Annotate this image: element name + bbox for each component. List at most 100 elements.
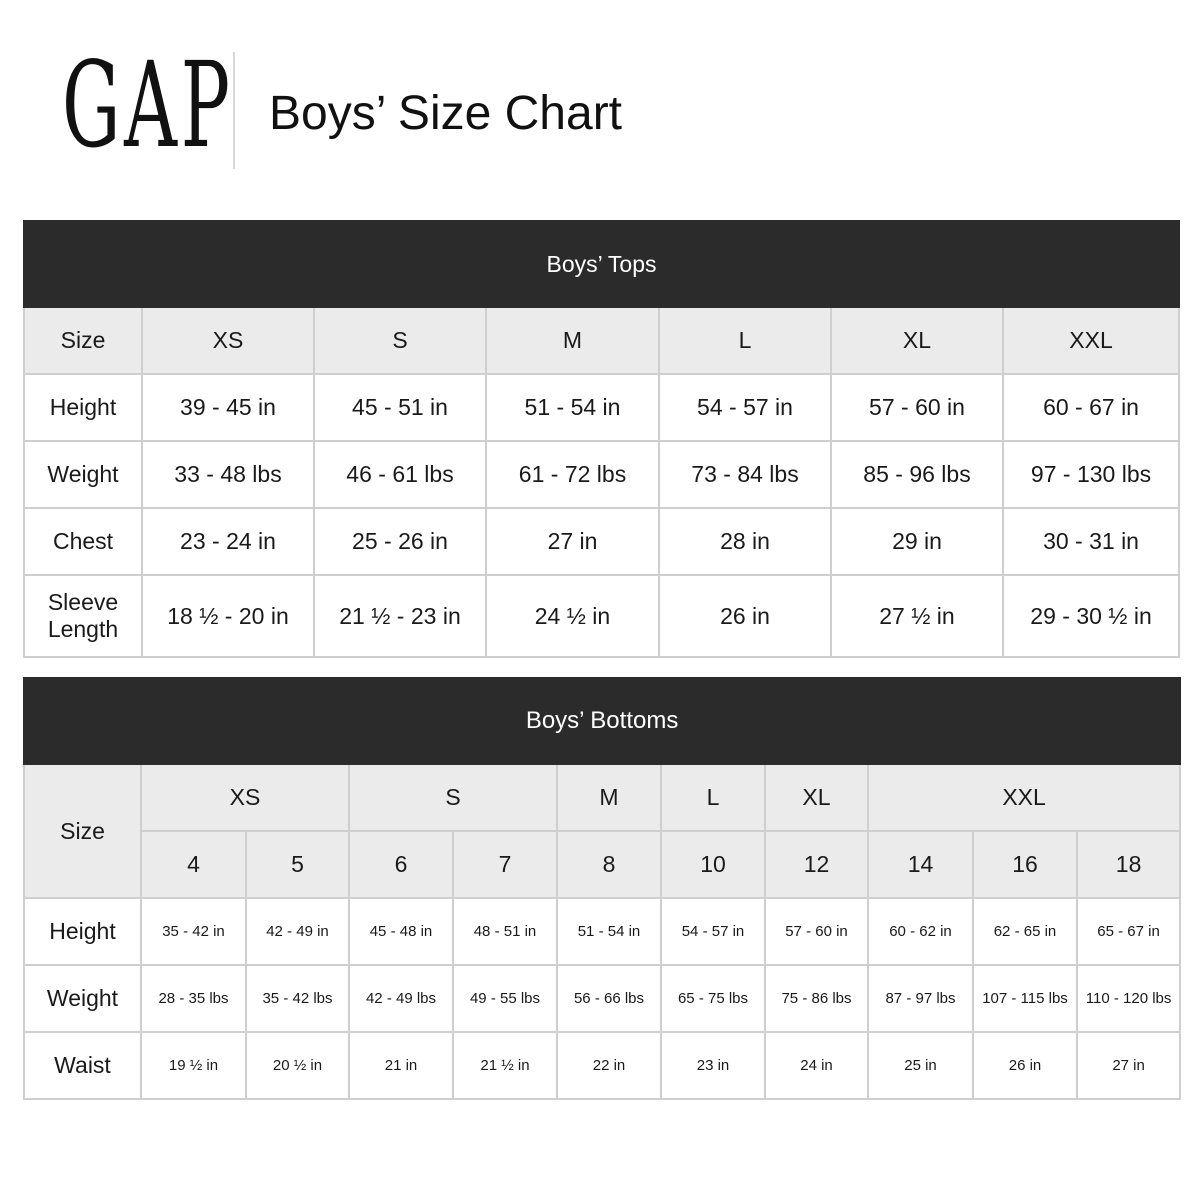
table-row: Weight 28 - 35 lbs 35 - 42 lbs 42 - 49 lbs 4… (23, 964, 1182, 1033)
row-label: Height (23, 373, 143, 442)
size-header: Size (23, 306, 143, 375)
table-cell: 24 ½ in (485, 574, 660, 658)
table-cell: 48 - 51 in (452, 897, 558, 966)
table-cell: 65 - 75 lbs (660, 964, 766, 1033)
table-cell: 19 ½ in (140, 1031, 247, 1100)
table-row: Height 35 - 42 in 42 - 49 in 45 - 48 in 48 -… (23, 897, 1182, 966)
table-cell: 87 - 97 lbs (867, 964, 974, 1033)
size-group-header: XL (764, 763, 869, 832)
table-cell: 26 in (658, 574, 832, 658)
table-title-row: Boys’ Tops (22, 220, 1181, 308)
table-row: Sleeve Length 18 ½ - 20 in 21 ½ - 23 in 24 … (23, 574, 1181, 658)
size-group-header: S (348, 763, 558, 832)
size-header: Size (23, 763, 142, 899)
table-cell: 54 - 57 in (658, 373, 832, 442)
size-group-header: XXL (866, 763, 1182, 832)
table-title: Boys’ Tops (22, 220, 1181, 308)
table-cell: 21 in (348, 1031, 454, 1100)
table-cell: 45 - 51 in (313, 373, 487, 442)
row-label: Chest (23, 507, 143, 576)
numeric-size-header: 8 (556, 830, 662, 899)
table-cell: 110 - 120 lbs (1075, 964, 1182, 1033)
size-header-row: Size XS S M L XL XXL (23, 306, 1181, 375)
table-cell: 42 - 49 lbs (348, 964, 454, 1033)
numeric-size-header: 4 (140, 830, 247, 899)
size-group-row: Size XS S M L XL XXL (23, 763, 1182, 899)
table-cell: 23 - 24 in (141, 507, 315, 576)
table-cell: 65 - 67 in (1075, 897, 1182, 966)
numeric-size-row: 4 5 6 7 8 10 12 14 16 18 (24, 830, 1182, 899)
table-cell: 21 ½ - 23 in (313, 574, 487, 658)
table-cell: 42 - 49 in (245, 897, 350, 966)
table-cell: 85 - 96 lbs (830, 440, 1004, 509)
table-cell: 56 - 66 lbs (556, 964, 662, 1033)
table-cell: 23 in (660, 1031, 766, 1100)
size-header: M (485, 306, 660, 375)
header-divider (233, 52, 235, 169)
table-cell: 60 - 62 in (867, 897, 974, 966)
numeric-size-header: 18 (1075, 830, 1182, 899)
table-cell: 26 in (972, 1031, 1078, 1100)
table-cell: 28 - 35 lbs (140, 964, 247, 1033)
numeric-size-header: 12 (764, 830, 869, 899)
size-header: XXL (1001, 306, 1181, 375)
table-cell: 57 - 60 in (830, 373, 1004, 442)
numeric-size-header: 10 (660, 830, 766, 899)
row-label: Height (23, 897, 142, 966)
table-cell: 107 - 115 lbs (972, 964, 1078, 1033)
table-title: Boys’ Bottoms (22, 677, 1182, 765)
table-cell: 60 - 67 in (1001, 373, 1181, 442)
table-cell: 25 - 26 in (313, 507, 487, 576)
size-header: XL (830, 306, 1004, 375)
table-cell: 35 - 42 in (140, 897, 247, 966)
table-cell: 39 - 45 in (141, 373, 315, 442)
table-cell: 73 - 84 lbs (658, 440, 832, 509)
numeric-size-header: 5 (245, 830, 350, 899)
table-cell: 27 in (485, 507, 660, 576)
table-cell: 51 - 54 in (485, 373, 660, 442)
size-group-header: L (660, 763, 766, 832)
table-cell: 51 - 54 in (556, 897, 662, 966)
table-cell: 29 in (830, 507, 1004, 576)
table-cell: 54 - 57 in (660, 897, 766, 966)
table-cell: 25 in (867, 1031, 974, 1100)
table-cell: 30 - 31 in (1001, 507, 1181, 576)
numeric-size-header: 14 (867, 830, 974, 899)
table-cell: 57 - 60 in (764, 897, 869, 966)
page-title: Boys’ Size Chart (269, 87, 623, 140)
table-cell: 45 - 48 in (348, 897, 454, 966)
numeric-size-header: 16 (972, 830, 1078, 899)
row-label: Waist (23, 1031, 142, 1100)
table-row: Height 39 - 45 in 45 - 51 in 51 - 54 in 54 -… (23, 373, 1181, 442)
table-cell: 49 - 55 lbs (452, 964, 558, 1033)
table-cell: 24 in (764, 1031, 869, 1100)
table-row: Weight 33 - 48 lbs 46 - 61 lbs 61 - 72 lbs 7… (23, 440, 1181, 509)
table-title-row: Boys’ Bottoms (22, 677, 1182, 765)
boys-bottoms-table: Boys’ Bottoms Size XS S M L XL XXL 4 5 6 7 8 10 12 14 16… (22, 677, 1182, 1100)
size-header: L (658, 306, 832, 375)
table-cell: 46 - 61 lbs (313, 440, 487, 509)
table-cell: 29 - 30 ½ in (1001, 574, 1181, 658)
size-header: XS (141, 306, 315, 375)
table-cell: 62 - 65 in (972, 897, 1078, 966)
table-cell: 27 in (1075, 1031, 1182, 1100)
size-group-header: XS (140, 763, 350, 832)
table-row: Chest 23 - 24 in 25 - 26 in 27 in 28 in 29 in… (23, 507, 1181, 576)
numeric-size-header: 7 (452, 830, 558, 899)
row-label: Sleeve Length (23, 574, 143, 658)
table-cell: 28 in (658, 507, 832, 576)
table-cell: 61 - 72 lbs (485, 440, 660, 509)
numeric-size-header: 6 (348, 830, 454, 899)
table-row: Waist 19 ½ in 20 ½ in 21 in 21 ½ in 22 in 23 i… (23, 1031, 1182, 1100)
table-cell: 18 ½ - 20 in (141, 574, 315, 658)
gap-logo: GAP (62, 36, 234, 174)
table-cell: 27 ½ in (830, 574, 1004, 658)
boys-tops-table: Boys’ Tops Size XS S M L XL XXL Height 39 - 45 in… (22, 220, 1181, 658)
table-cell: 22 in (556, 1031, 662, 1100)
row-label: Weight (23, 440, 143, 509)
table-cell: 21 ½ in (452, 1031, 558, 1100)
table-cell: 33 - 48 lbs (141, 440, 315, 509)
table-cell: 20 ½ in (245, 1031, 350, 1100)
table-cell: 35 - 42 lbs (245, 964, 350, 1033)
table-cell: 75 - 86 lbs (764, 964, 869, 1033)
